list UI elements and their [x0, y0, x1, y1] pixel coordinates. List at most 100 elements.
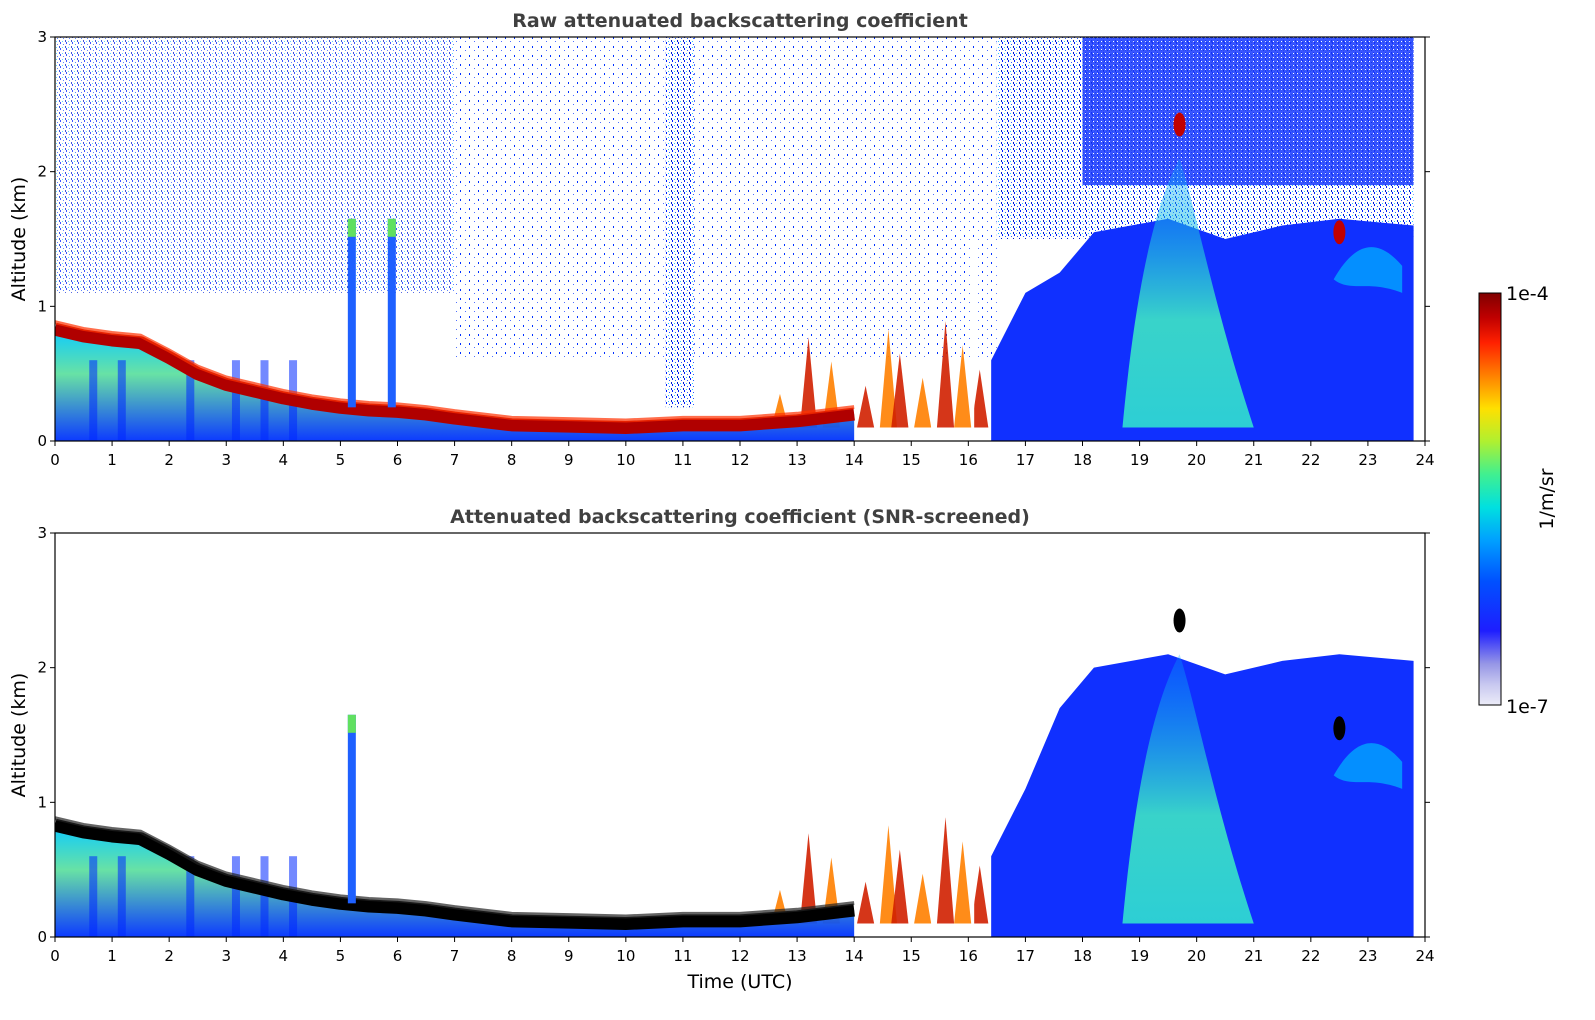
x-tick-label: 14 [845, 947, 864, 965]
convective-spike [971, 369, 989, 428]
panel-title: Attenuated backscattering coefficient (S… [450, 506, 1030, 528]
x-tick-label: 6 [393, 947, 403, 965]
x-tick-label: 10 [616, 947, 635, 965]
smoke-plume [347, 714, 356, 904]
boundary-layer-stripe [260, 856, 269, 937]
boundary-layer-fill [55, 825, 855, 937]
x-tick-label: 5 [336, 451, 346, 469]
x-tick-label: 11 [673, 451, 692, 469]
x-tick-label: 22 [1301, 947, 1320, 965]
noise-region-midday [454, 37, 997, 361]
x-tick-label: 18 [1073, 451, 1092, 469]
x-tick-label: 24 [1415, 947, 1434, 965]
x-tick-label: 23 [1358, 451, 1377, 469]
convective-spike [914, 377, 932, 428]
x-tick-label: 8 [507, 451, 517, 469]
convective-spike [799, 833, 818, 924]
convective-spike [857, 385, 875, 428]
y-tick-label: 3 [37, 524, 47, 542]
cloud-top-marker [1333, 220, 1346, 245]
x-tick-label: 16 [959, 451, 978, 469]
y-tick-label: 0 [37, 432, 47, 450]
x-tick-label: 19 [1130, 451, 1149, 469]
convective-spike [954, 345, 972, 428]
convective-spike [891, 353, 909, 428]
smoke-plume-top [387, 218, 396, 237]
x-tick-label: 22 [1301, 451, 1320, 469]
boundary-layer-stripe [186, 360, 195, 441]
x-tick-label: 23 [1358, 947, 1377, 965]
heatmap-field [55, 37, 1425, 441]
x-tick-label: 20 [1187, 947, 1206, 965]
x-tick-label: 1 [107, 947, 117, 965]
x-tick-label: 24 [1415, 451, 1434, 469]
x-tick-label: 4 [279, 451, 289, 469]
y-tick-label: 0 [37, 928, 47, 946]
x-tick-label: 10 [616, 451, 635, 469]
panel-1: 0 1 2 3 4 5 6 7 8 9 10 11 12 13 14 15 16 17 18 19 20 21 22 23 24… [8, 10, 1435, 469]
x-tick-label: 9 [564, 451, 574, 469]
boundary-layer-fill [55, 329, 855, 441]
x-tick-label: 18 [1073, 947, 1092, 965]
x-tick-label: 21 [1244, 451, 1263, 469]
cloud-top-marker [1333, 716, 1346, 741]
convective-spike [914, 873, 932, 924]
cloud-top-marker [1173, 112, 1186, 137]
y-tick-label: 3 [37, 28, 47, 46]
x-tick-label: 1 [107, 451, 117, 469]
x-tick-label: 4 [279, 947, 289, 965]
y-tick-label: 1 [37, 793, 47, 811]
x-tick-label: 2 [164, 451, 174, 469]
y-axis-label: Altitude (km) [8, 673, 30, 798]
data-gap [931, 735, 935, 937]
y-tick-label: 2 [37, 659, 47, 677]
noise-column-11h [665, 37, 695, 408]
x-tick-label: 12 [730, 451, 749, 469]
x-tick-label: 15 [902, 947, 921, 965]
y-tick-label: 1 [37, 297, 47, 315]
x-tick-label: 13 [788, 947, 807, 965]
convective-spike [936, 817, 955, 924]
smoke-plume [387, 218, 396, 408]
y-axis-label: Altitude (km) [8, 177, 30, 302]
x-tick-label: 11 [673, 947, 692, 965]
x-tick-label: 19 [1130, 947, 1149, 965]
evening-cloud-plume [1122, 158, 1254, 428]
x-tick-label: 15 [902, 451, 921, 469]
convective-spike [879, 825, 897, 924]
x-tick-label: 16 [959, 947, 978, 965]
panels-layer: 0 1 2 3 4 5 6 7 8 9 10 11 12 13 14 15 16 17 18 19 20 21 22 23 24… [8, 10, 1435, 993]
boundary-layer-stripe [260, 360, 269, 441]
boundary-layer-stripe [231, 856, 240, 937]
boundary-layer-stripe [89, 856, 98, 937]
evening-cloud-right [1333, 743, 1403, 789]
x-tick-label: 5 [336, 947, 346, 965]
boundary-layer-stripe [231, 360, 240, 441]
aerosol-layer-top [55, 322, 855, 435]
x-tick-label: 13 [788, 451, 807, 469]
y-tick-label: 2 [37, 163, 47, 181]
x-tick-label: 7 [450, 947, 460, 965]
x-axis-label: Time (UTC) [686, 971, 792, 993]
panel-2: 0 1 2 3 4 5 6 7 8 9 10 11 12 13 14 15 16 17 18 19 20 21 22 23 24… [8, 506, 1435, 993]
smoke-plume [347, 218, 356, 408]
convective-spike [936, 321, 955, 428]
convective-spike [857, 881, 875, 924]
smoke-plume-top [347, 218, 356, 237]
evening-upper-noise [1082, 37, 1414, 186]
smoke-plume-top [347, 714, 356, 733]
heatmap-field [55, 533, 1425, 937]
evening-cloud-right [1333, 247, 1403, 293]
data-gap [931, 239, 935, 441]
cloud-top-marker [1173, 608, 1186, 633]
x-tick-label: 7 [450, 451, 460, 469]
x-tick-label: 3 [221, 451, 231, 469]
aerosol-layer-top [55, 818, 855, 931]
boundary-layer-stripe [186, 856, 195, 937]
boundary-layer-stripe [117, 856, 126, 937]
x-tick-label: 17 [1016, 947, 1035, 965]
convective-spike [891, 849, 909, 924]
data-gap [971, 735, 975, 937]
colorbar-max-label: 1e-4 [1506, 283, 1549, 305]
